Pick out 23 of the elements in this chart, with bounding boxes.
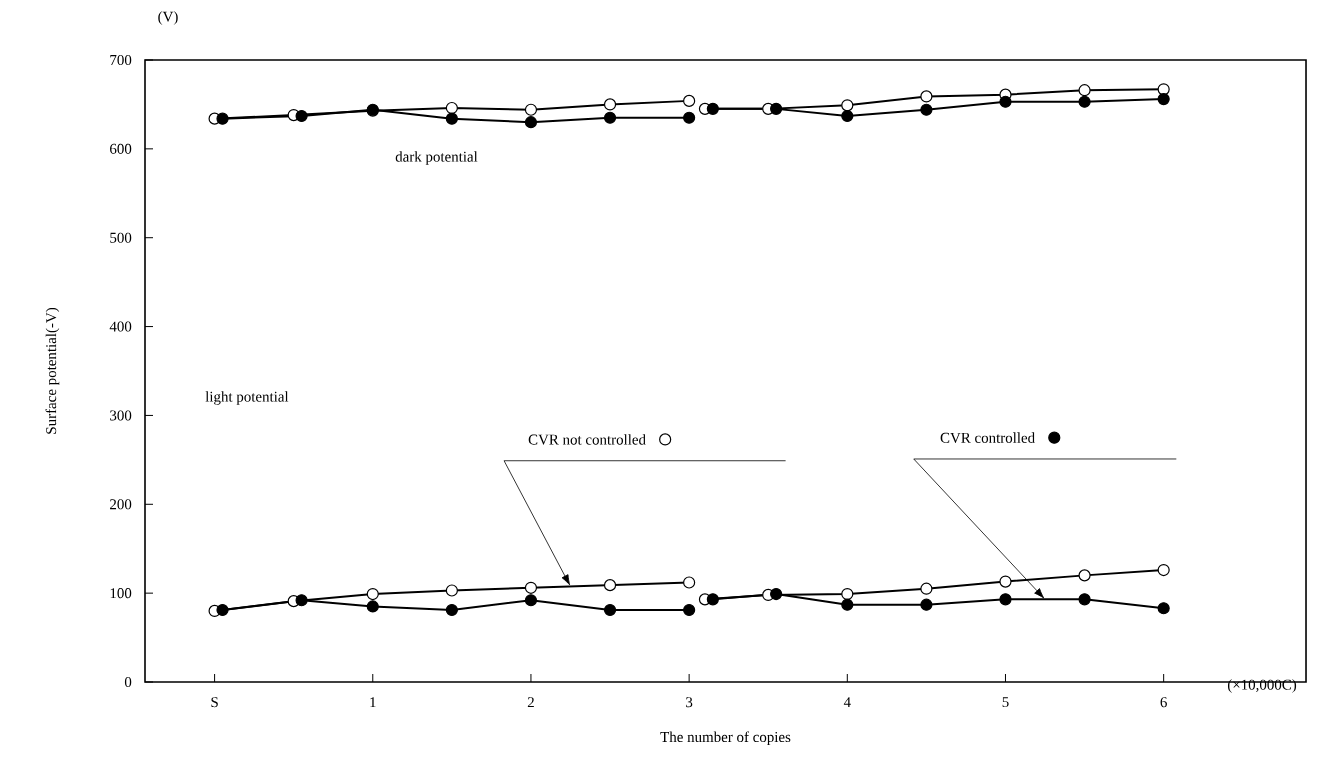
x-axis-title: The number of copies [660,731,791,746]
y-tick-label: 600 [110,143,132,154]
text: (V) [158,11,178,25]
y-tick-label: 400 [109,321,132,332]
x-tick-label: 4 [843,697,851,708]
x-tick-label: 6 [1160,697,1167,708]
x-tick-label: 3 [686,697,693,708]
y-tick-label: 0 [124,676,132,688]
y-tick-label: 100 [110,588,132,599]
x-tick-label: S [211,697,218,708]
x-tick-label: 1 [370,697,376,708]
legend-label: CVR not controlled [528,434,646,445]
legend-label: CVR controlled [940,432,1035,443]
annotation: (×10,000C) [1227,679,1297,693]
x-tick-label: 2 [527,697,534,708]
y-tick-label: 700 [110,54,132,66]
annotation: light potential [205,391,289,405]
y-tick-label: 300 [110,410,132,421]
annotation: dark potential [395,151,478,165]
y-tick-label: 200 [110,499,132,510]
y-tick-label: 500 [110,232,132,243]
x-tick-label: 5 [1002,697,1009,708]
y-axis-title: Surface potential(-V) [45,307,60,434]
